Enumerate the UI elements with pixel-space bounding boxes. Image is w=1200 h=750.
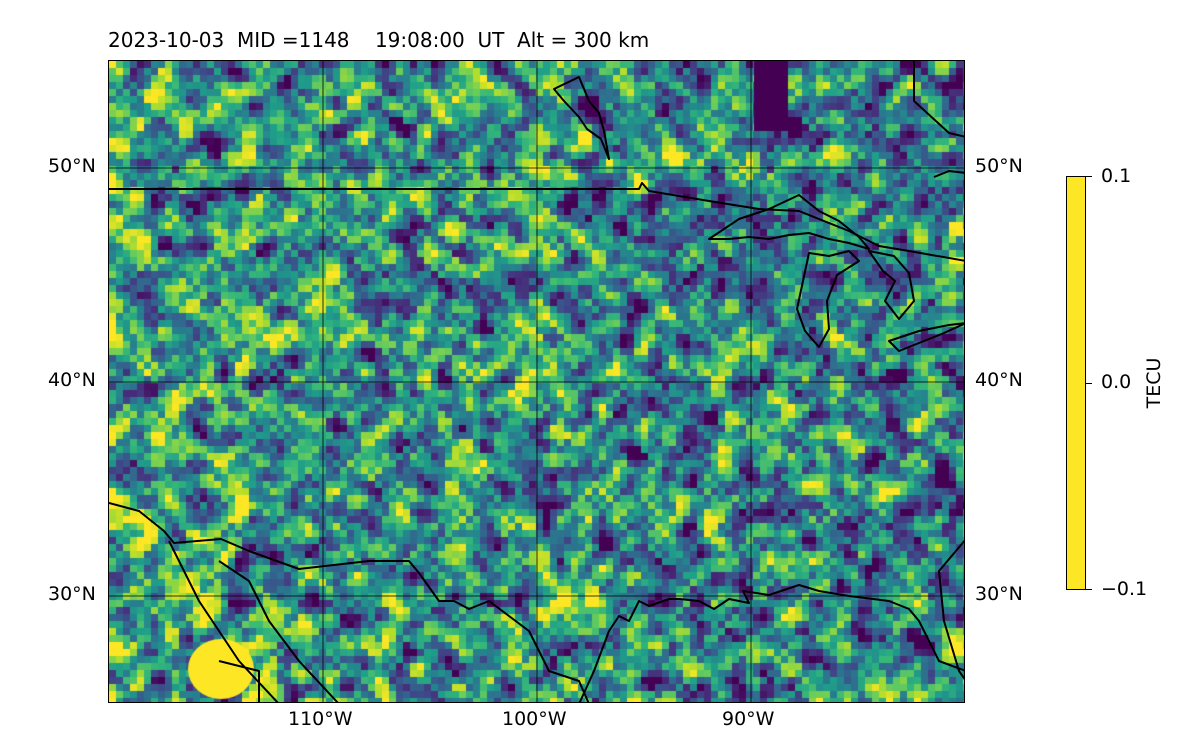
colorbar-tick-top [1086, 176, 1092, 177]
colorbar-tick-label-max: 0.1 [1101, 165, 1132, 187]
hudson-bay-shore [553, 76, 610, 160]
map-overlay [109, 61, 964, 702]
lake-erie [888, 322, 964, 352]
lat-label-50-left: 50°N [48, 155, 96, 177]
lake-michigan [796, 250, 860, 348]
gulf-of-california [168, 540, 339, 702]
us-canada-border [109, 182, 964, 262]
graticule [109, 61, 964, 702]
mexico-border [109, 502, 590, 702]
lat-label-30-right: 30°N [975, 583, 1023, 605]
tec-map[interactable] [108, 60, 965, 703]
lat-label-50-right: 50°N [975, 155, 1023, 177]
coastlines [109, 61, 964, 702]
atlantic-coast [913, 61, 964, 178]
lat-label-40-left: 40°N [48, 369, 96, 391]
lake-superior [708, 194, 870, 250]
lat-label-30-left: 30°N [48, 583, 96, 605]
lake-huron [868, 250, 915, 320]
colorbar [1066, 176, 1086, 590]
colorbar-tick-mid [1086, 383, 1092, 384]
gulf-coast [578, 584, 964, 702]
lon-label-110w: 110°W [288, 708, 353, 730]
lon-label-90w: 90°W [722, 708, 775, 730]
colorbar-label: TECU [1143, 357, 1165, 409]
colorbar-tick-bottom [1086, 589, 1092, 590]
colorbar-tick-label-zero: 0.0 [1101, 371, 1132, 393]
florida-peninsula [938, 539, 964, 680]
colorbar-tick-label-min: −0.1 [1101, 578, 1148, 600]
lat-label-40-right: 40°N [975, 369, 1023, 391]
lon-label-100w: 100°W [502, 708, 567, 730]
map-title: 2023-10-03 MID =1148 19:08:00 UT Alt = 3… [108, 28, 650, 52]
